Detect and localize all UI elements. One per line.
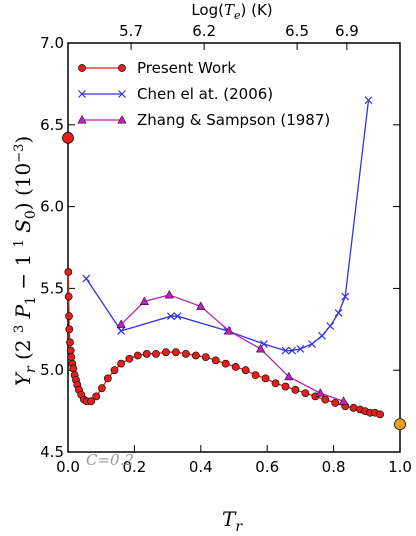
legend-marker-0 — [78, 64, 86, 72]
series-0-point — [152, 349, 160, 358]
series-1-point — [308, 340, 316, 348]
series-0-point — [65, 312, 73, 321]
series-1-point — [288, 346, 297, 355]
series-2-point — [338, 396, 349, 405]
top-tick-label: 6.2 — [192, 22, 216, 40]
series-0-point — [251, 371, 260, 380]
series-0-point — [301, 389, 310, 398]
legend-marker-1 — [78, 90, 86, 98]
series-0-point — [211, 356, 220, 365]
top-tick-label: 6.5 — [285, 22, 309, 40]
y-tick-label: 5.5 — [40, 279, 64, 297]
series-0-point — [221, 359, 230, 368]
series-2-point — [255, 343, 266, 353]
y-tick-label: 6.5 — [40, 116, 64, 134]
series-1-point — [318, 331, 326, 340]
edge-point — [394, 418, 406, 431]
series-0-point — [65, 325, 74, 334]
y-axis-title: Υr (2 3 P1 − 1 1 S0) (10−3) — [11, 136, 39, 386]
series-1-point — [173, 312, 182, 321]
series-2-point — [284, 371, 294, 381]
series-0-point — [162, 348, 170, 357]
annotation-c: C=0.2 — [86, 451, 134, 469]
series-0-point — [66, 338, 74, 347]
series-1-point — [166, 312, 175, 321]
series-line-1 — [85, 100, 370, 352]
series-0-point — [97, 384, 106, 393]
series-line-2 — [120, 294, 344, 402]
series-0-point — [271, 379, 280, 388]
series-0-point — [64, 268, 73, 276]
y-tick-label: 4.5 — [40, 443, 64, 461]
legend-label-1: Chen el at. (2006) — [137, 85, 273, 103]
legend-label-2: Zhang & Sampson (1987) — [137, 111, 330, 129]
series-0-point — [281, 382, 290, 391]
x-tick-label: 0.6 — [255, 458, 279, 476]
series-1-point — [364, 96, 373, 105]
series-1-point — [281, 346, 290, 355]
series-0-point — [376, 410, 384, 419]
axes: 0.0 0.2 0.4 0.6 0.8 1.0 4.5 5.0 5.5 6.0 6.5 7.0 5.7 6… — [40, 22, 412, 476]
series-2-point — [315, 388, 325, 397]
series-0-point — [87, 397, 96, 406]
series-0-point — [66, 346, 75, 355]
x-tick-label: 0.0 — [56, 458, 80, 476]
series-0-point — [133, 351, 142, 360]
series-0-point — [110, 366, 119, 375]
series-1-point — [334, 309, 343, 317]
plot-frame — [67, 42, 401, 453]
series-0-point — [349, 403, 358, 412]
y-tick-label: 5.0 — [40, 361, 64, 379]
series-1-point — [82, 274, 91, 283]
series-0-point — [191, 351, 200, 360]
series-0-point — [64, 292, 73, 301]
series-0-point — [321, 395, 330, 404]
series-0-point — [241, 366, 250, 375]
x-tick-label: 0.8 — [322, 458, 346, 476]
series-0-point — [92, 392, 101, 401]
series-0-point — [103, 374, 112, 383]
edge-point — [62, 132, 74, 144]
x-tick-label: 1.0 — [388, 458, 412, 476]
series-0-point — [201, 353, 210, 362]
series-line-0 — [67, 271, 381, 416]
series-0-point — [117, 359, 126, 368]
y-tick-label: 7.0 — [40, 34, 64, 52]
x-tick-label: 0.2 — [122, 458, 146, 476]
series-1-point — [117, 327, 126, 335]
x-tick-label: 0.4 — [189, 458, 213, 476]
series-2-point — [224, 325, 234, 335]
legend-marker-1 — [118, 90, 126, 98]
legend-label-0: Present Work — [137, 59, 236, 77]
series-0-point — [142, 349, 151, 358]
series-0-point — [331, 399, 340, 407]
series-0-point — [261, 374, 270, 383]
top-tick-label: 6.9 — [335, 22, 359, 40]
series-1-point — [341, 292, 350, 301]
x-axis-title: Tr — [222, 507, 243, 535]
legend-marker-2 — [117, 114, 127, 124]
legend-marker-2 — [77, 114, 87, 124]
legend: Present Work Chen el at. (2006) Zhang & Sa… — [77, 59, 330, 129]
series-layer — [62, 96, 406, 431]
series-0-point — [171, 348, 180, 357]
series-2-point — [164, 289, 174, 299]
y-tick-label: 6.0 — [40, 198, 64, 216]
legend-marker-0 — [118, 64, 126, 72]
series-2-point — [196, 301, 206, 310]
top-axis-title: Log(Te) (K) — [191, 1, 272, 22]
series-0-point — [69, 364, 78, 373]
series-1-point — [296, 345, 305, 353]
series-2-point — [139, 296, 149, 305]
series-2-point — [116, 319, 126, 328]
series-0-point — [125, 354, 134, 363]
top-tick-label: 5.7 — [119, 22, 143, 40]
series-0-point — [231, 363, 240, 371]
series-0-point — [291, 385, 300, 394]
series-0-point — [181, 349, 190, 358]
series-1-point — [326, 322, 335, 330]
series-0-point — [67, 353, 76, 362]
